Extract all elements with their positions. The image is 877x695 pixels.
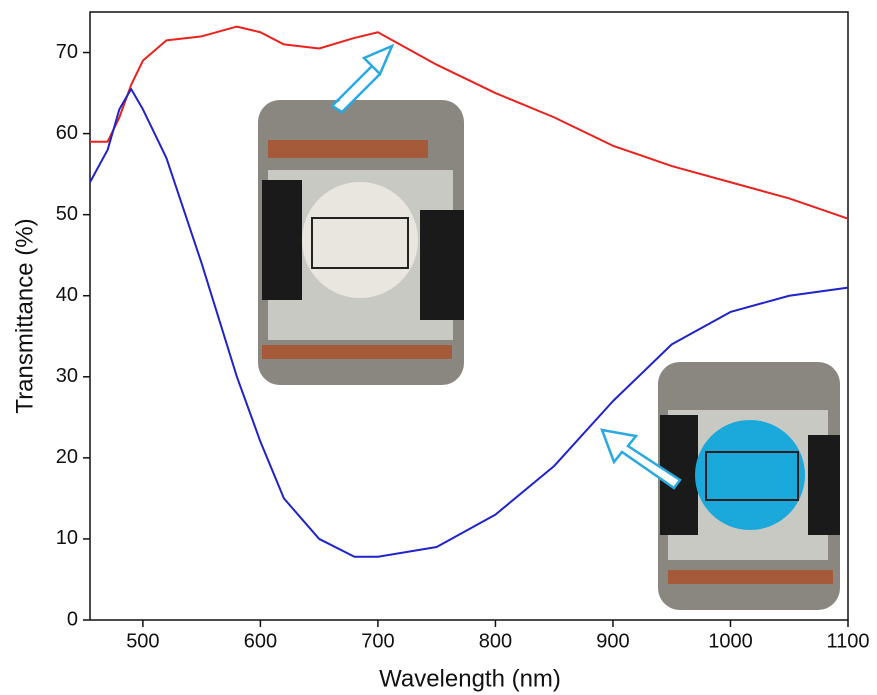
y-tick-label: 40 xyxy=(56,284,78,306)
photo-clip xyxy=(262,180,302,300)
y-tick-label: 10 xyxy=(56,527,78,549)
x-tick-label: 500 xyxy=(126,630,159,652)
x-axis-label: Wavelength (nm) xyxy=(379,665,561,692)
y-tick-label: 70 xyxy=(56,41,78,63)
photo-sample xyxy=(695,420,805,530)
chart: Wavelength (nm) Transmittance (%) 500600… xyxy=(0,0,877,695)
y-tick-label: 0 xyxy=(67,608,78,630)
x-tick-label: 1100 xyxy=(826,630,869,652)
photo-electrode xyxy=(262,345,452,359)
y-tick-label: 50 xyxy=(56,203,78,225)
inset-photo xyxy=(258,100,464,385)
x-tick-label: 1000 xyxy=(708,630,753,652)
y-tick-label: 20 xyxy=(56,446,78,468)
y-tick-label: 30 xyxy=(56,365,78,387)
x-tick-label: 600 xyxy=(244,630,277,652)
data-line xyxy=(90,27,848,219)
page: {"chart_data": {"type": "line", "xlabel"… xyxy=(0,0,877,695)
x-tick-label: 700 xyxy=(361,630,394,652)
photo-sample xyxy=(302,182,418,298)
photo-clip xyxy=(808,435,840,535)
photo-clip xyxy=(420,210,464,320)
x-tick-label: 800 xyxy=(479,630,512,652)
photo-electrode xyxy=(668,570,833,584)
inset-photo xyxy=(658,362,840,610)
photo-electrode xyxy=(268,140,428,158)
y-tick-label: 60 xyxy=(56,122,78,144)
y-axis-label: Transmittance (%) xyxy=(11,218,38,413)
x-tick-label: 900 xyxy=(596,630,629,652)
